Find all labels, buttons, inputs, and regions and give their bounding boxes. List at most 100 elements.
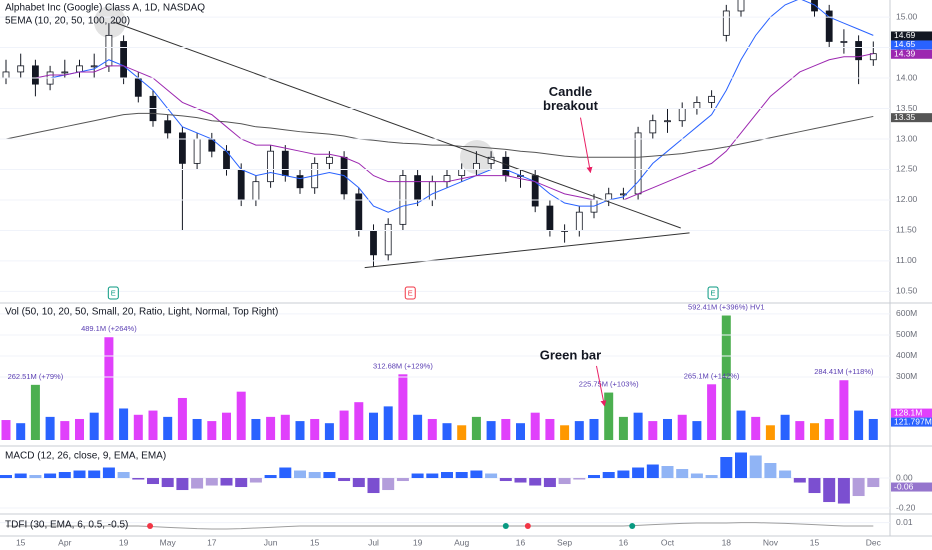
signal-dot: [629, 523, 636, 529]
annotation-arrow: [595, 365, 607, 407]
candle-body: [708, 95, 715, 103]
macd-bar: [779, 470, 792, 479]
x-tick-label: 15: [810, 537, 820, 547]
volume-bar: [604, 392, 614, 440]
x-tick-label: Aug: [454, 537, 469, 547]
price-label-box: [891, 408, 932, 418]
macd-bar: [485, 473, 498, 479]
candle-body: [61, 71, 69, 74]
volume-bar: [310, 418, 320, 440]
y-tick-label: 500M: [896, 329, 917, 339]
macd-bar: [279, 467, 292, 479]
macd-bar: [808, 478, 821, 494]
y-tick-label: 300M: [896, 371, 917, 381]
volume-bar: [45, 416, 55, 440]
volume-bar: [295, 421, 305, 440]
price-plot: [2, 0, 877, 269]
y-tick-label: -0.20: [896, 502, 916, 512]
macd-bar: [455, 472, 468, 479]
volume-bar: [736, 410, 746, 440]
x-tick-label: Dec: [866, 537, 882, 547]
macd-bar: [837, 478, 850, 504]
value-label: 262.51M (+79%): [8, 372, 64, 381]
price-label: -0.06: [894, 481, 914, 491]
line-series: [6, 0, 874, 213]
volume-bar: [30, 384, 40, 440]
signal-dot: [502, 523, 509, 529]
volume-bar: [810, 423, 819, 440]
macd-bar: [235, 478, 248, 488]
macd-bar: [661, 466, 674, 479]
y-tick-label: 0.01: [896, 517, 913, 527]
annotation: Candle: [549, 84, 592, 99]
macd-bar: [205, 478, 218, 486]
value-label: 312.68M (+129%): [373, 361, 433, 370]
value-label: 265.1M (+142%): [684, 371, 740, 380]
macd-bar: [176, 478, 189, 491]
candle-body: [825, 10, 833, 42]
y-tick-label: 400M: [896, 350, 917, 360]
volume-bar: [280, 414, 290, 440]
macd-bar: [720, 457, 733, 479]
volume-bar: [427, 418, 437, 440]
price-label-box: [891, 49, 932, 59]
macd-bar: [220, 478, 233, 486]
volume-bar: [236, 391, 246, 440]
candle-body: [384, 223, 392, 256]
macd-bar: [396, 478, 409, 482]
line-series: [5, 112, 874, 158]
x-tick-label: 18: [722, 537, 732, 547]
volume-title: Vol (50, 10, 20, 50, Small, 20, Ratio, L…: [5, 307, 278, 318]
earnings-marker: [404, 286, 416, 300]
volume-bar: [324, 423, 334, 440]
volume-bar: [133, 414, 143, 440]
value-label: 225.75M (+103%): [579, 380, 639, 389]
y-tick-label: 12.50: [896, 164, 918, 174]
y-tick-label: 13.00: [896, 133, 918, 143]
macd-bar: [58, 472, 71, 479]
candle-body: [134, 77, 142, 97]
candle-body: [370, 230, 377, 256]
volume-bar: [471, 416, 481, 440]
y-tick-label: 0.00: [896, 472, 913, 482]
x-tick-label: Apr: [58, 537, 71, 547]
macd-bar: [323, 472, 336, 479]
macd-bar: [646, 464, 659, 479]
volume-bar: [442, 423, 452, 440]
volume-bar: [177, 397, 187, 440]
y-tick-label: 15.00: [896, 11, 918, 21]
volume-bar: [516, 423, 525, 440]
candle-body: [120, 41, 127, 79]
volume-bar: [89, 412, 99, 440]
x-tick-label: 19: [119, 537, 129, 547]
chart-title: Alphabet Inc (Google) Class A, 1D, NASDA…: [5, 3, 205, 14]
macd-bar: [499, 478, 512, 482]
macd-bar: [411, 473, 424, 479]
macd-title: MACD (12, 26, close, 9, EMA, EMA): [5, 451, 166, 462]
volume-bar: [413, 414, 423, 440]
volume-plot: [1, 315, 878, 440]
highlight-circle: [460, 140, 494, 174]
volume-bar: [780, 414, 790, 440]
candle-body: [722, 10, 730, 36]
macd-bar: [352, 478, 365, 488]
highlight-circle: [94, 6, 126, 38]
volume-bar: [501, 418, 511, 440]
macd-bar: [514, 478, 527, 483]
candle-body: [32, 65, 39, 85]
volume-bar: [824, 418, 834, 440]
volume-bar: [1, 420, 11, 440]
signal-dot: [524, 523, 531, 529]
macd-bar: [558, 478, 571, 485]
volume-bar: [354, 402, 364, 440]
volume-bar: [677, 414, 687, 440]
candle-body: [428, 181, 436, 201]
macd-bar: [73, 470, 86, 479]
candle-body: [267, 150, 275, 183]
candle-body: [458, 169, 466, 176]
price-label: 128.1M: [894, 407, 922, 417]
candle-body: [678, 108, 686, 122]
x-tick-label: 16: [619, 537, 629, 547]
volume-bar: [560, 425, 570, 440]
